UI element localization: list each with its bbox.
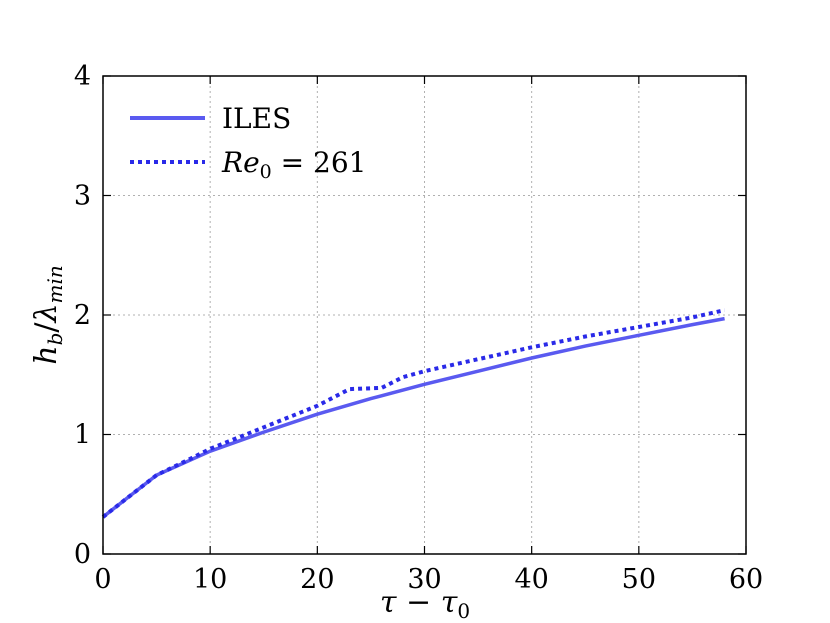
x-tick-label: 60 (729, 564, 763, 595)
x-tick-label: 50 (622, 564, 656, 595)
y-axis-label-h-sub: b (43, 333, 67, 346)
tick-labels-layer: 0 10 20 30 40 50 60 0 1 2 3 4 (74, 61, 763, 595)
y-axis-label-lambda-sub: min (43, 265, 67, 303)
y-axis-label-slash: / (29, 322, 64, 333)
y-axis-label-lambda: λ (29, 303, 64, 323)
y-tick-label: 3 (74, 181, 91, 212)
grid-layer (103, 76, 746, 554)
legend: ILES Re0 = 261 (130, 102, 366, 183)
x-axis-label-minus: − (397, 585, 441, 620)
series-line-re0-261 (101, 308, 726, 519)
y-tick-label: 2 (74, 300, 91, 331)
series-layer (101, 308, 726, 519)
series-line-iles (101, 316, 725, 519)
ticks-layer (102, 75, 747, 555)
y-tick-label: 1 (74, 420, 91, 451)
x-tick-label: 40 (514, 564, 548, 595)
x-axis-label: τ − τ0 (380, 585, 470, 623)
legend-label-re: Re0 = 261 (221, 146, 366, 183)
x-tick-label: 10 (193, 564, 227, 595)
x-axis-label-tau2: τ (441, 585, 458, 620)
legend-label-re-sub: 0 (260, 161, 272, 183)
x-axis-label-tau: τ (380, 585, 397, 620)
x-tick-label: 20 (300, 564, 334, 595)
x-tick-label: 0 (94, 564, 111, 595)
y-axis-label: hb/λmin (29, 265, 67, 365)
x-tick-label: 30 (407, 564, 441, 595)
legend-label-re-prefix: Re (221, 146, 260, 179)
legend-label-re-suffix: = 261 (272, 146, 367, 179)
y-axis-label-h: h (29, 345, 64, 364)
y-tick-label: 4 (74, 61, 91, 92)
x-axis-label-sub: 0 (457, 599, 470, 623)
legend-label-iles: ILES (222, 102, 291, 135)
y-tick-label: 0 (74, 539, 91, 570)
